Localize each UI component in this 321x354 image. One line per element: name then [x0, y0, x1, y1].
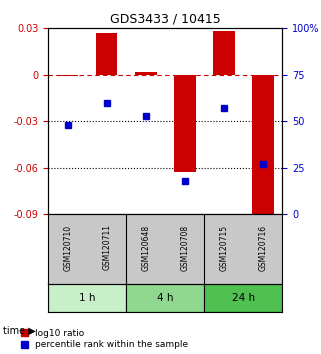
Text: GSM120710: GSM120710	[63, 224, 72, 270]
Bar	[213, 32, 235, 75]
FancyBboxPatch shape	[126, 284, 204, 312]
Text: GSM120715: GSM120715	[219, 224, 229, 270]
Title: GDS3433 / 10415: GDS3433 / 10415	[110, 13, 221, 26]
FancyBboxPatch shape	[48, 284, 126, 312]
Text: 1 h: 1 h	[79, 293, 95, 303]
Text: GSM120711: GSM120711	[102, 224, 111, 270]
Text: 24 h: 24 h	[232, 293, 255, 303]
Bar	[57, 75, 78, 76]
Text: GSM120648: GSM120648	[141, 224, 150, 270]
Bar	[174, 75, 195, 172]
FancyBboxPatch shape	[204, 284, 282, 312]
Legend: log10 ratio, percentile rank within the sample: log10 ratio, percentile rank within the …	[21, 329, 188, 349]
Text: GSM120708: GSM120708	[180, 224, 189, 270]
Text: GSM120716: GSM120716	[258, 224, 267, 270]
Bar	[96, 33, 117, 75]
Text: time ▶: time ▶	[3, 326, 36, 336]
Bar	[135, 72, 157, 75]
Bar	[252, 75, 274, 214]
Text: 4 h: 4 h	[157, 293, 174, 303]
